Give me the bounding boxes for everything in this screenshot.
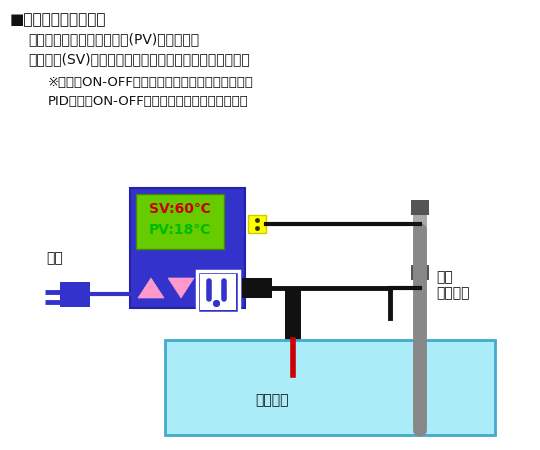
Text: ヒーター: ヒーター bbox=[255, 393, 288, 407]
Text: ■温度調節器の仕組み: ■温度調節器の仕組み bbox=[10, 12, 106, 27]
Bar bbox=[413, 200, 427, 230]
Text: 温度センサーで現在の温度(PV)を感知し、: 温度センサーで現在の温度(PV)を感知し、 bbox=[28, 32, 199, 46]
Bar bbox=[411, 200, 429, 215]
Bar bbox=[242, 278, 272, 298]
Bar bbox=[130, 188, 245, 308]
Text: 設定温度(SV)に達するまでヒーターに電気を流します。: 設定温度(SV)に達するまでヒーターに電気を流します。 bbox=[28, 52, 249, 66]
Text: PID制御、ON-OFF制御などの方式があります。: PID制御、ON-OFF制御などの方式があります。 bbox=[48, 95, 249, 108]
Bar bbox=[411, 265, 429, 280]
Text: 温度
センサー: 温度 センサー bbox=[436, 270, 469, 300]
Text: 電源: 電源 bbox=[46, 251, 63, 265]
Text: PV:18℃: PV:18℃ bbox=[149, 223, 211, 237]
Bar bbox=[285, 318, 301, 340]
Polygon shape bbox=[138, 278, 164, 298]
Bar bbox=[60, 282, 90, 307]
Bar bbox=[165, 340, 495, 435]
Polygon shape bbox=[168, 278, 194, 298]
Bar bbox=[197, 271, 239, 313]
Bar bbox=[200, 274, 236, 310]
Bar bbox=[136, 194, 224, 249]
Text: SV:60℃: SV:60℃ bbox=[149, 202, 211, 216]
Bar bbox=[285, 288, 301, 318]
Text: ※電気のON-OFFの度合いを温度制御方式と呼び、: ※電気のON-OFFの度合いを温度制御方式と呼び、 bbox=[48, 76, 254, 89]
Bar bbox=[248, 215, 266, 233]
